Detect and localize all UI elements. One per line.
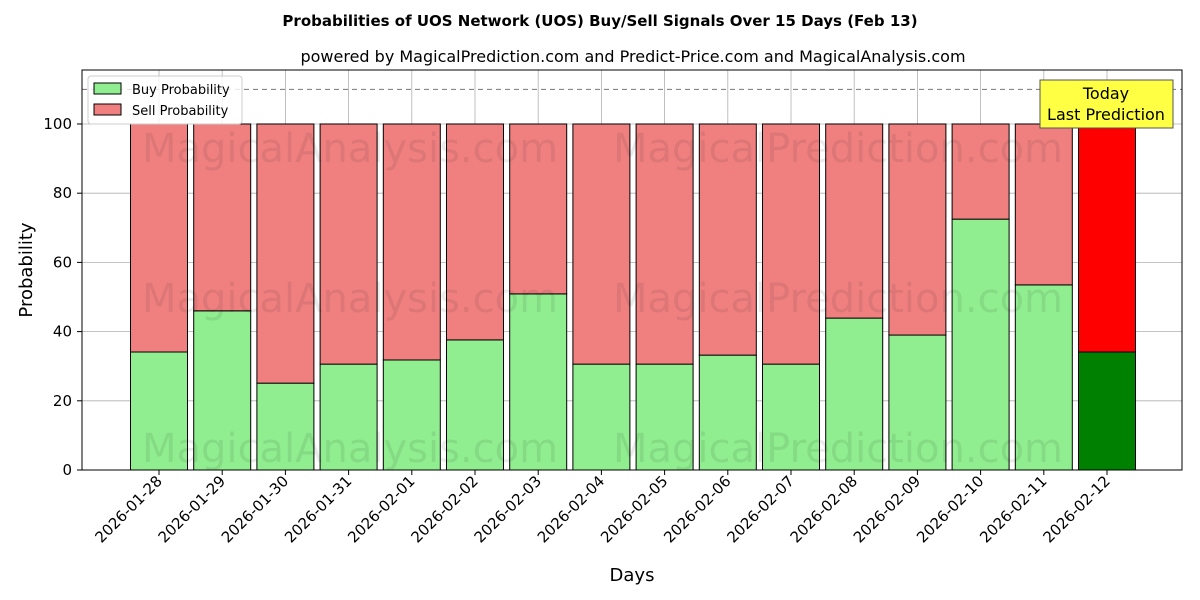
buy-bar xyxy=(825,317,884,471)
sell-bar xyxy=(572,123,631,365)
today-annotation: Today Last Prediction xyxy=(1039,79,1174,129)
sell-bar xyxy=(951,123,1010,220)
sell-bar xyxy=(382,123,441,361)
y-tick-label: 0 xyxy=(62,461,72,479)
x-tick-label: 2026-01-29 xyxy=(155,472,229,546)
y-tick-label: 80 xyxy=(53,184,72,202)
buy-bar xyxy=(382,359,441,471)
annotation-line1: Today xyxy=(1082,84,1129,103)
x-tick-label: 2026-01-30 xyxy=(218,472,292,546)
buy-bar xyxy=(635,363,694,471)
buy-bar xyxy=(762,363,820,471)
x-tick-label: 2026-02-09 xyxy=(850,472,924,546)
buy-bar xyxy=(1078,351,1136,471)
annotation-line2: Last Prediction xyxy=(1047,105,1165,124)
watermark: MagicalAnalysis.com xyxy=(142,276,558,322)
x-tick-label: 2026-02-10 xyxy=(913,472,987,546)
sell-bar xyxy=(635,123,694,365)
legend: Buy Probability Sell Probability xyxy=(87,75,243,125)
x-tick-label: 2026-02-11 xyxy=(976,472,1050,546)
x-tick-label: 2026-02-06 xyxy=(660,472,734,546)
y-axis-label: Probability xyxy=(16,222,37,317)
sell-bar xyxy=(825,123,884,319)
bars xyxy=(130,123,1136,471)
legend-sell-label: Sell Probability xyxy=(132,104,229,119)
chart-title: Probabilities of UOS Network (UOS) Buy/S… xyxy=(282,12,917,30)
legend-buy-swatch xyxy=(93,82,122,95)
x-tick-label: 2026-02-05 xyxy=(597,472,671,546)
sell-bar xyxy=(509,123,568,295)
sell-bar xyxy=(130,123,188,353)
buy-bar xyxy=(698,354,757,471)
y-tick-label: 60 xyxy=(53,253,72,271)
x-tick-label: 2026-01-28 xyxy=(91,472,165,546)
watermark: MagicalAnalysis.com xyxy=(142,126,558,172)
legend-sell-swatch xyxy=(93,103,122,116)
x-ticks: 2026-01-282026-01-292026-01-302026-01-31… xyxy=(91,470,1114,546)
sell-bar xyxy=(1014,123,1073,286)
x-tick-label: 2026-02-07 xyxy=(723,472,797,546)
x-tick-label: 2026-01-31 xyxy=(281,472,355,546)
x-tick-label: 2026-02-04 xyxy=(534,472,608,546)
buy-bar xyxy=(319,363,378,471)
legend-buy-label: Buy Probability xyxy=(132,83,230,98)
buy-bar xyxy=(509,293,568,471)
y-tick-label: 100 xyxy=(43,115,72,133)
x-tick-label: 2026-02-01 xyxy=(344,472,418,546)
y-tick-label: 20 xyxy=(53,392,72,410)
x-tick-label: 2026-02-03 xyxy=(471,472,545,546)
sell-bar xyxy=(446,123,504,341)
buy-bar xyxy=(572,363,631,471)
watermark: MagicalPrediction.com xyxy=(613,126,1063,172)
watermark: MagicalPrediction.com xyxy=(613,276,1063,322)
y-ticks: 0 20 40 60 80 100 xyxy=(43,115,82,479)
sell-bar xyxy=(888,123,947,336)
buy-bar xyxy=(256,382,315,471)
watermark: MagicalAnalysis.com xyxy=(142,426,558,472)
sell-bar xyxy=(1078,123,1136,353)
x-tick-label: 2026-02-12 xyxy=(1039,472,1113,546)
buy-bar xyxy=(888,334,947,471)
sell-bar xyxy=(319,123,378,365)
sell-bar xyxy=(698,123,757,356)
buy-bar xyxy=(446,339,504,471)
x-axis-label: Days xyxy=(610,565,655,586)
y-tick-label: 40 xyxy=(53,323,72,341)
chart-subtitle: powered by MagicalPrediction.com and Pre… xyxy=(300,47,965,66)
plot-frame xyxy=(81,69,1183,471)
buy-bar xyxy=(193,310,252,471)
x-tick-label: 2026-02-02 xyxy=(407,472,481,546)
sell-bar xyxy=(762,123,820,365)
watermarks: MagicalAnalysis.com MagicalPrediction.com… xyxy=(142,126,1063,472)
sell-bar xyxy=(256,123,315,384)
watermark: MagicalPrediction.com xyxy=(613,426,1063,472)
x-tick-label: 2026-02-08 xyxy=(787,472,861,546)
